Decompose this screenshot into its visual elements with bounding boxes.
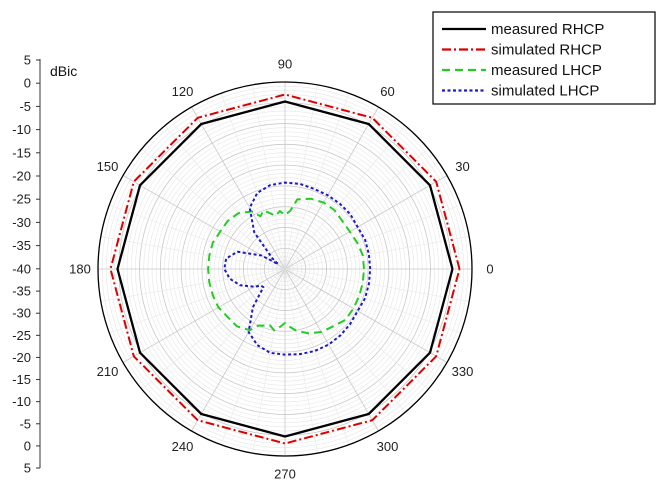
angle-tick-label: 0 xyxy=(486,262,493,277)
angle-tick-label: 210 xyxy=(97,364,119,379)
series-line xyxy=(116,100,454,438)
radial-tick-label: 0 xyxy=(24,76,31,91)
radial-tick-label: -35 xyxy=(12,284,31,299)
series-line xyxy=(223,181,372,356)
grid-spoke-minor xyxy=(252,84,286,270)
radial-tick-label: -15 xyxy=(12,372,31,387)
angle-tick-label: 90 xyxy=(278,57,292,72)
legend-label: measured RHCP xyxy=(491,21,604,38)
grid-spoke-minor xyxy=(164,268,286,413)
grid-spoke-major xyxy=(122,268,286,363)
grid-spoke-minor xyxy=(141,148,286,270)
angle-tick-label: 240 xyxy=(172,439,194,454)
grid-spoke-major xyxy=(284,106,379,270)
grid-spoke-minor xyxy=(109,204,286,270)
grid-spoke-major xyxy=(122,175,286,270)
series-line xyxy=(109,93,461,445)
grid-spoke-minor xyxy=(220,93,286,270)
grid-spoke-minor xyxy=(284,268,406,413)
series-line xyxy=(207,197,365,335)
grid-spoke-minor xyxy=(284,148,429,270)
radial-tick-label: -40 xyxy=(12,261,31,276)
radial-tick-label: 0 xyxy=(24,438,31,453)
grid-spoke-major xyxy=(191,268,286,432)
radial-tick-label: -10 xyxy=(12,394,31,409)
grid-spoke-minor xyxy=(164,125,286,270)
grid-spoke-minor xyxy=(284,93,350,270)
radial-tick-label: -20 xyxy=(12,169,31,184)
angle-tick-label: 30 xyxy=(455,159,469,174)
angle-tick-label: 60 xyxy=(380,84,394,99)
grid-spoke-minor xyxy=(220,268,286,445)
radial-tick-label: -5 xyxy=(19,416,31,431)
angle-tick-label: 180 xyxy=(69,262,91,277)
radial-tick-label: -35 xyxy=(12,238,31,253)
legend-box xyxy=(432,11,656,105)
grid-spoke-minor xyxy=(284,268,470,302)
grid-spoke-major xyxy=(284,175,448,270)
angle-tick-label: 150 xyxy=(97,159,119,174)
radial-tick-label: -30 xyxy=(12,215,31,230)
grid-spoke-minor xyxy=(100,236,286,270)
grid-spoke-minor xyxy=(284,268,350,445)
legend-label: simulated RHCP xyxy=(491,42,602,59)
grid-spoke-major xyxy=(284,268,448,363)
radial-tick-label: -20 xyxy=(12,350,31,365)
radial-tick-label: -5 xyxy=(19,99,31,114)
angle-tick-label: 330 xyxy=(452,364,474,379)
grid-spoke-minor xyxy=(252,268,286,454)
legend-label: simulated LHCP xyxy=(491,83,599,100)
legend: measured RHCP simulated RHCP measured LHCP… xyxy=(432,11,656,105)
angle-tick-label: 270 xyxy=(274,467,296,482)
grid-spoke-minor xyxy=(284,236,470,270)
grid-spoke-minor xyxy=(284,268,318,454)
grid-spoke-minor xyxy=(141,268,286,390)
radial-axis: 5 0 -5 -10 -15 -20 -25 -30 -35 -40 -35 -30 -25 -20 -15… xyxy=(12,53,41,476)
angle-tick-label: 300 xyxy=(377,439,399,454)
series-lines xyxy=(109,93,461,445)
radial-tick-label: -10 xyxy=(12,122,31,137)
grid-spoke-major xyxy=(191,106,286,270)
grid-spoke-minor xyxy=(284,204,461,270)
grid-spoke-minor xyxy=(284,125,406,270)
legend-label: measured LHCP xyxy=(491,62,602,79)
grid-spoke-minor xyxy=(284,268,429,390)
radial-tick-label: -30 xyxy=(12,306,31,321)
radial-tick-label: 5 xyxy=(24,461,31,476)
radial-tick-label: -25 xyxy=(12,192,31,207)
outer-ring xyxy=(97,81,473,457)
grid-spoke-minor xyxy=(109,268,286,334)
radial-tick-label: -25 xyxy=(12,328,31,343)
angle-tick-label: 120 xyxy=(172,84,194,99)
grid-spoke-minor xyxy=(284,268,461,334)
radial-tick-label: -15 xyxy=(12,145,31,160)
grid-spoke-minor xyxy=(284,84,318,270)
unit-label: dBic xyxy=(50,63,77,79)
radial-tick-label: 5 xyxy=(24,53,31,68)
grid-spoke-major xyxy=(284,268,379,432)
grid-spoke-minor xyxy=(100,268,286,302)
polar-grid xyxy=(97,81,473,457)
angle-labels: 0 30 60 90 120 150 180 210 240 270 300 330 xyxy=(69,57,493,482)
